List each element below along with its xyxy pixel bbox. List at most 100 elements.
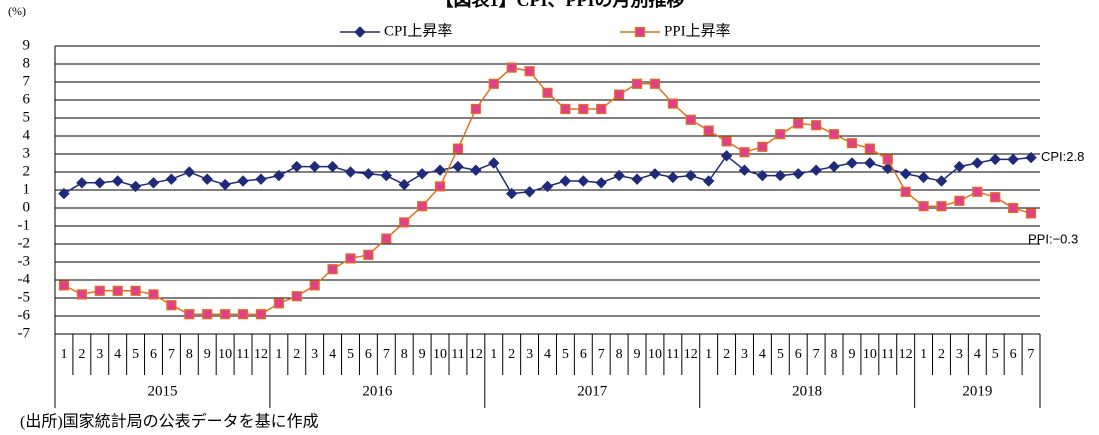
marker [273,298,284,309]
x-tick-label: 3 [96,347,103,362]
x-tick-label: 5 [562,347,569,362]
marker [631,173,643,185]
marker [560,103,571,115]
marker [631,78,643,89]
marker [219,178,231,191]
x-tick-label: 8 [831,347,838,362]
marker [596,103,607,115]
marker [954,195,965,206]
marker [76,289,87,300]
x-tick-label: 6 [580,347,587,362]
x-tick-label: 8 [186,347,193,362]
marker [94,285,105,296]
x-tick-label: 7 [168,347,175,362]
marker [452,143,464,154]
x-tick-label: 10 [863,347,877,362]
x-tick-label: 3 [526,347,533,362]
marker [739,147,750,158]
x-tick-label: 7 [813,347,820,362]
marker [130,285,141,296]
x-tick-label: 1 [60,347,67,362]
marker [828,129,840,140]
y-tick-label: -3 [18,253,31,269]
marker [720,150,733,162]
marker [434,181,446,192]
y-tick-label: 8 [23,55,31,71]
x-tick-label: 8 [616,347,623,362]
marker [237,309,249,320]
source: (出所)国家統計局の公表データを基に作成 [20,412,319,431]
x-tick-label: 7 [598,347,605,362]
x-tick-label: 11 [451,347,464,362]
x-tick-label: 2 [938,347,945,362]
x-tick-label: 10 [433,347,447,362]
marker [559,175,572,187]
x-tick-label: 12 [684,347,698,362]
y-tick-label: 6 [23,91,31,107]
x-tick-label: 2 [78,347,85,362]
marker [649,78,661,89]
marker [935,175,948,187]
marker [76,177,88,189]
x-tick-label: 9 [848,347,855,362]
year-label: 2019 [962,383,992,399]
marker [685,169,697,182]
x-tick-label: 5 [132,347,139,362]
marker [345,253,356,264]
marker [327,264,338,275]
marker [702,175,715,187]
marker [721,136,732,147]
marker [667,98,678,109]
x-tick-label: 8 [401,347,408,362]
x-tick-label: 12 [899,347,913,362]
y-unit: (%) [8,4,26,18]
marker [148,289,159,300]
x-tick-label: 9 [419,347,426,362]
y-tick-label: 5 [23,109,31,125]
marker [989,153,1001,166]
x-tick-label: 4 [974,347,981,362]
marker [846,157,858,169]
year-label: 2015 [147,383,177,399]
x-tick-label: 4 [329,347,336,362]
y-tick-label: 4 [23,127,31,143]
x-tick-label: 10 [218,347,232,362]
marker [166,300,177,311]
x-tick-label: 3 [311,347,318,362]
marker [111,175,124,187]
marker [667,171,679,184]
year-label: 2016 [362,383,393,399]
x-tick-label: 4 [114,347,121,362]
marker [488,78,499,89]
y-tick-label: -2 [18,235,31,251]
x-tick-label: 10 [648,347,662,362]
x-tick-label: 5 [992,347,999,362]
marker [452,160,464,173]
year-label: 2017 [577,383,608,399]
x-tick-label: 4 [544,347,551,362]
marker [1025,208,1037,219]
marker [864,157,876,169]
x-tick-label: 6 [150,347,157,362]
y-tick-label: 0 [23,199,31,215]
marker [614,89,625,100]
marker [416,168,428,180]
marker [542,87,553,98]
x-tick-label: 3 [741,347,748,362]
marker [811,120,822,131]
marker [775,129,786,140]
legend-label: PPI上昇率 [664,22,731,39]
marker [326,160,339,173]
marker [220,309,231,320]
x-tick-label: 7 [383,347,390,362]
x-tick-label: 4 [759,347,766,362]
annotation: PPI:−0.3 [1028,231,1078,246]
legend-label: CPI上昇率 [384,22,452,39]
marker [577,175,590,187]
marker [828,160,840,173]
marker [756,169,769,182]
marker [380,169,393,182]
marker [506,62,517,73]
y-tick-label: 3 [23,145,31,161]
marker [846,138,858,149]
